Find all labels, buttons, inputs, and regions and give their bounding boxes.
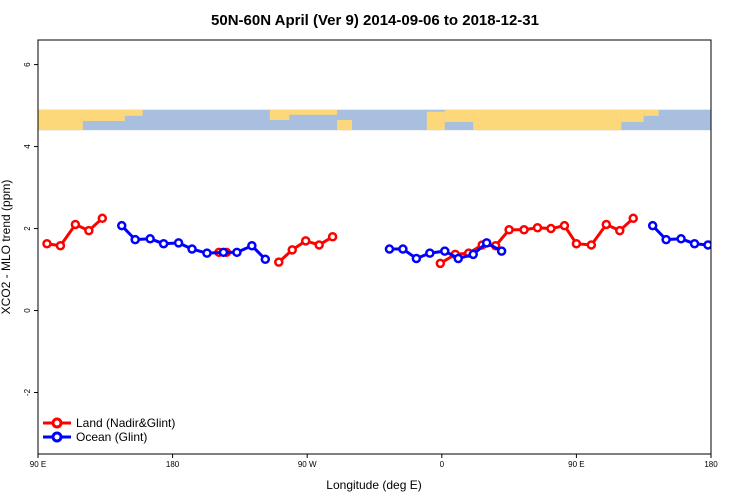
data-point-ocean bbox=[247, 241, 257, 251]
data-point-land bbox=[532, 222, 543, 233]
data-point-ocean bbox=[425, 248, 435, 258]
data-point-ocean bbox=[689, 238, 700, 249]
data-point-ocean bbox=[468, 249, 478, 260]
data-point-ocean bbox=[187, 244, 197, 254]
data-point-ocean bbox=[218, 247, 229, 258]
data-point-ocean bbox=[145, 234, 155, 244]
y-tick-label: 0 bbox=[23, 308, 32, 313]
data-point-land bbox=[287, 245, 297, 255]
map-land-1 bbox=[82, 109, 125, 121]
data-point-land bbox=[84, 225, 94, 236]
data-point-land bbox=[628, 213, 638, 224]
chart-title: 50N-60N April (Ver 9) 2014-09-06 to 2018… bbox=[211, 12, 539, 29]
data-point-ocean bbox=[130, 234, 140, 245]
y-tick-label: 2 bbox=[23, 226, 32, 231]
x-axis-label: Longitude (deg E) bbox=[326, 478, 421, 492]
map-land-0 bbox=[38, 109, 83, 131]
map-land-3 bbox=[269, 109, 290, 120]
x-tick-label: 90 W bbox=[298, 460, 317, 469]
map-land-4 bbox=[289, 109, 338, 115]
data-point-land bbox=[70, 219, 81, 230]
data-point-land bbox=[559, 220, 570, 231]
data-point-land bbox=[601, 219, 612, 230]
data-point-ocean bbox=[260, 254, 271, 265]
data-point-land bbox=[314, 240, 324, 250]
map-land-10 bbox=[643, 109, 659, 116]
x-tick-label: 0 bbox=[440, 460, 445, 469]
y-tick-label: -2 bbox=[23, 388, 32, 396]
data-point-ocean bbox=[440, 246, 450, 256]
x-tick-label: 180 bbox=[704, 460, 718, 469]
map-land-6 bbox=[426, 111, 445, 131]
data-point-ocean bbox=[232, 247, 242, 258]
map-land-9 bbox=[621, 109, 644, 122]
series-line-ocean bbox=[120, 224, 267, 261]
data-point-ocean bbox=[453, 253, 464, 264]
legend-label-ocean: Ocean (Glint) bbox=[76, 430, 147, 444]
legend-marker-land bbox=[51, 417, 63, 429]
x-tick-label: 90 E bbox=[568, 460, 584, 469]
data-point-ocean bbox=[158, 238, 169, 249]
data-point-ocean bbox=[117, 220, 127, 231]
data-point-ocean bbox=[173, 238, 184, 248]
data-point-land bbox=[274, 257, 284, 267]
world-map-strip bbox=[38, 109, 711, 131]
data-point-land bbox=[546, 223, 556, 234]
data-point-ocean bbox=[661, 234, 671, 245]
plot-frame bbox=[37, 39, 712, 455]
data-point-ocean bbox=[481, 238, 492, 248]
data-point-land bbox=[55, 241, 66, 251]
map-land-8 bbox=[473, 109, 622, 131]
data-point-ocean bbox=[398, 244, 408, 254]
data-point-ocean bbox=[202, 248, 212, 258]
data-point-land bbox=[571, 238, 582, 249]
data-point-ocean bbox=[384, 244, 395, 254]
data-point-land bbox=[42, 238, 52, 249]
x-tick-label: 180 bbox=[166, 460, 180, 469]
map-land-7 bbox=[444, 109, 474, 122]
map-land-2 bbox=[124, 109, 143, 116]
data-point-ocean bbox=[411, 253, 422, 264]
axis-ticks: 90 E 180 90 W 0 90 E 180 -2 0 2 4 6 bbox=[23, 62, 718, 469]
data-point-ocean bbox=[703, 240, 711, 250]
data-point-land bbox=[504, 225, 514, 235]
data-point-ocean bbox=[647, 220, 658, 231]
x-tick-label: 90 E bbox=[30, 460, 46, 469]
map-land-5 bbox=[337, 119, 353, 131]
legend-label-land: Land (Nadir&Glint) bbox=[76, 416, 175, 430]
y-tick-label: 4 bbox=[23, 144, 32, 149]
legend-marker-ocean bbox=[51, 431, 63, 443]
data-point-land bbox=[435, 258, 446, 269]
data-point-land bbox=[519, 225, 529, 235]
data-point-land bbox=[300, 236, 311, 246]
data-point-land bbox=[586, 240, 597, 250]
data-point-land bbox=[615, 225, 625, 236]
data-point-land bbox=[97, 213, 108, 224]
series-layer bbox=[42, 213, 711, 269]
y-axis-label: XCO2 - MLO trend (ppm) bbox=[0, 180, 13, 315]
y-tick-label: 6 bbox=[23, 62, 32, 67]
data-point-land bbox=[327, 232, 338, 242]
data-point-ocean bbox=[676, 234, 686, 244]
data-point-ocean bbox=[496, 246, 507, 256]
legend: Land (Nadir&Glint) Ocean (Glint) bbox=[43, 416, 175, 444]
